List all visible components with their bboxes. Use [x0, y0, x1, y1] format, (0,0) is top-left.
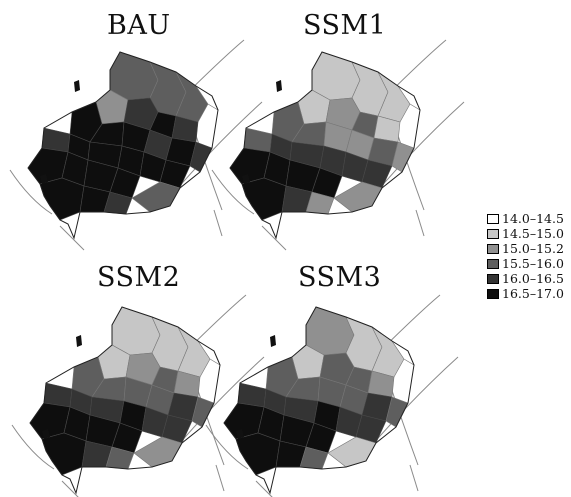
legend-swatch — [487, 273, 499, 284]
legend-item: 14.0–14.5 — [487, 211, 564, 226]
legend-label: 14.0–14.5 — [502, 211, 564, 226]
legend-item: 16.5–17.0 — [487, 286, 564, 301]
coast-line — [215, 464, 225, 492]
title-ssm3: SSM3 — [298, 262, 382, 293]
legend-item: 15.0–15.2 — [487, 241, 564, 256]
coast-line — [415, 209, 425, 237]
legend-label: 16.5–17.0 — [502, 286, 564, 301]
coast-line — [409, 464, 419, 492]
district — [109, 51, 159, 101]
coast-line — [261, 225, 287, 251]
legend-item: 15.5–16.0 — [487, 256, 564, 271]
island — [74, 80, 80, 92]
title-bau: BAU — [107, 10, 171, 41]
island — [42, 429, 50, 439]
coast-line — [255, 480, 273, 497]
region-outline — [223, 306, 415, 495]
district — [327, 436, 377, 468]
district — [311, 51, 361, 101]
district — [305, 306, 355, 356]
island — [236, 429, 244, 439]
coast-line — [205, 424, 249, 470]
district — [133, 436, 183, 468]
island — [76, 335, 82, 347]
island — [40, 174, 48, 184]
coast-line — [61, 480, 79, 497]
legend-swatch — [487, 228, 499, 239]
legend: 14.0–14.5 14.5–15.0 15.0–15.2 15.5–16.0 … — [487, 211, 564, 301]
legend-label: 15.0–15.2 — [502, 241, 564, 256]
coast-line — [175, 101, 263, 191]
district — [39, 177, 85, 221]
coast-line — [213, 209, 223, 237]
coast-line — [11, 424, 55, 470]
legend-swatch — [487, 288, 499, 299]
district — [241, 177, 287, 221]
legend-label: 15.5–16.0 — [502, 256, 564, 271]
title-ssm1: SSM1 — [303, 10, 387, 41]
map-panel-ssm2 — [11, 294, 265, 497]
district — [131, 181, 181, 213]
district — [111, 306, 161, 356]
legend-item: 16.0–16.5 — [487, 271, 564, 286]
map-panel-ssm1 — [211, 39, 465, 251]
legend-swatch — [487, 243, 499, 254]
island — [270, 335, 276, 347]
coast-line — [59, 225, 85, 251]
district — [41, 432, 87, 476]
map-panel-ssm3 — [205, 294, 459, 497]
district — [235, 432, 281, 476]
legend-swatch — [487, 258, 499, 269]
coast-line — [371, 356, 459, 446]
island — [276, 80, 282, 92]
region-outline — [27, 51, 219, 240]
region-outline — [29, 306, 221, 495]
map-panel-bau — [9, 39, 263, 251]
region-outline — [229, 51, 421, 240]
coast-line — [9, 169, 53, 215]
coast-line — [377, 101, 465, 191]
legend-label: 16.0–16.5 — [502, 271, 564, 286]
coast-line — [211, 169, 255, 215]
coast-line — [177, 356, 265, 446]
legend-swatch — [487, 213, 499, 224]
district — [333, 181, 383, 213]
legend-item: 14.5–15.0 — [487, 226, 564, 241]
legend-label: 14.5–15.0 — [502, 226, 564, 241]
island — [242, 174, 250, 184]
title-ssm2: SSM2 — [97, 262, 181, 293]
